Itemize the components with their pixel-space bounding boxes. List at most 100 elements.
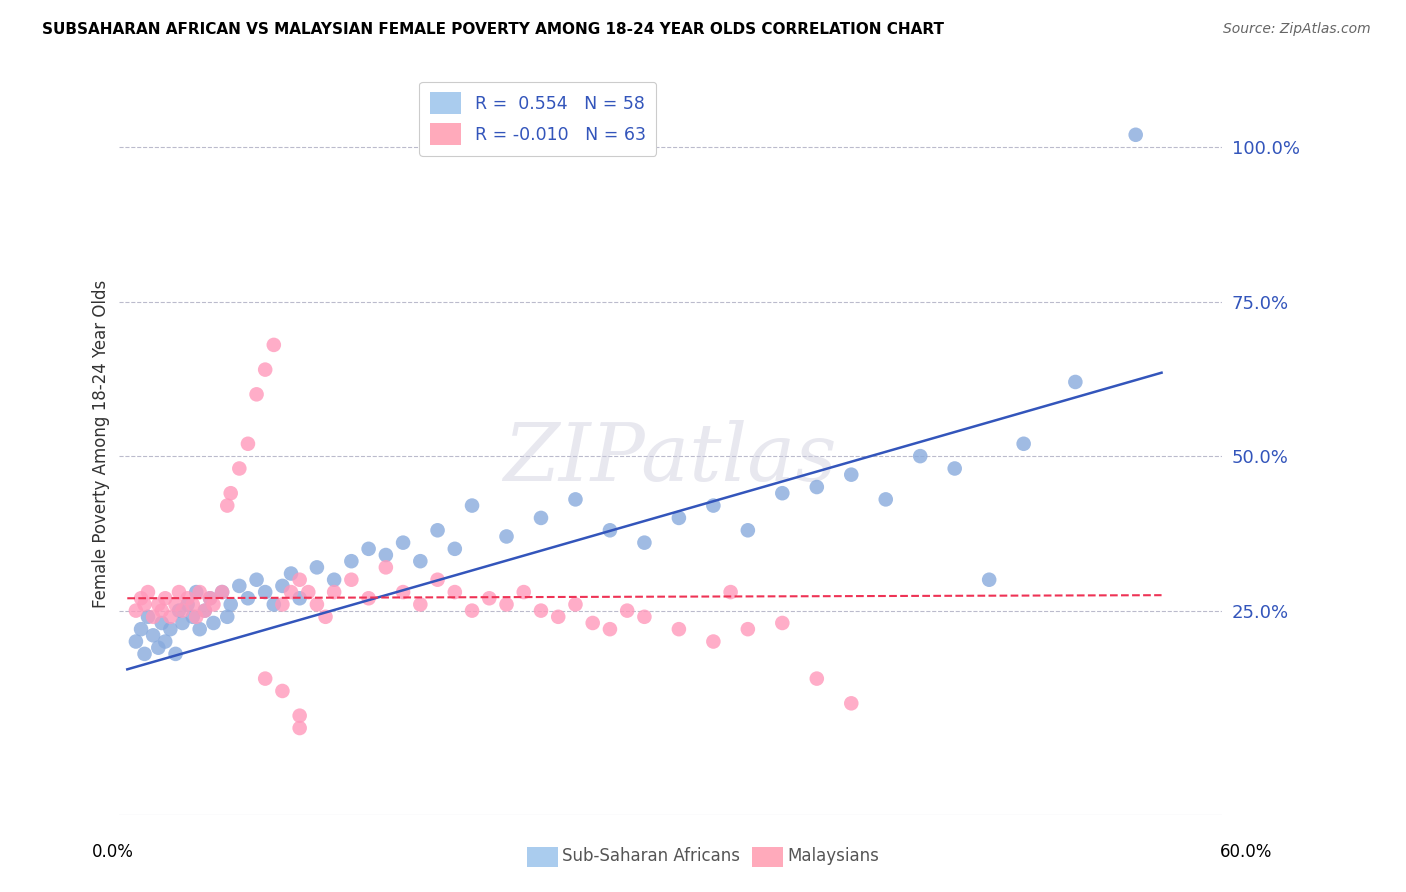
Point (530, 604, 553, 618)
Point (461, 604, 484, 618)
Point (443, 585, 465, 599)
Point (150, 604, 173, 618)
Point (668, 622, 690, 636)
Y-axis label: Female Poverty Among 18-24 Year Olds: Female Poverty Among 18-24 Year Olds (93, 280, 110, 607)
Point (271, 579, 294, 593)
Point (271, 684, 294, 698)
Point (136, 585, 159, 599)
Point (142, 609, 165, 624)
Point (668, 511, 690, 525)
Text: ZIPatlas: ZIPatlas (503, 420, 837, 498)
Point (245, 573, 267, 587)
Point (194, 604, 217, 618)
Point (1012, 436, 1035, 450)
Point (194, 604, 217, 618)
Point (181, 598, 204, 612)
Point (155, 591, 177, 606)
Point (198, 591, 221, 606)
Point (129, 622, 152, 636)
Point (392, 535, 415, 549)
Point (633, 535, 655, 549)
Point (288, 721, 311, 735)
Point (357, 591, 380, 606)
Point (254, 672, 277, 686)
Point (582, 615, 605, 630)
Point (125, 634, 148, 648)
Point (426, 523, 449, 537)
Point (737, 622, 759, 636)
Point (616, 604, 638, 618)
Point (136, 609, 159, 624)
Point (908, 449, 931, 463)
Point (392, 585, 415, 599)
Point (148, 598, 170, 612)
Point (263, 598, 285, 612)
Point (770, 615, 793, 630)
Point (806, 480, 828, 494)
Point (305, 598, 328, 612)
Point (461, 499, 484, 513)
Point (167, 585, 190, 599)
Point (288, 708, 311, 723)
Point (228, 579, 250, 593)
Point (159, 622, 181, 636)
Point (409, 554, 432, 568)
Point (374, 548, 396, 562)
Text: 0.0%: 0.0% (91, 843, 134, 861)
Point (839, 467, 862, 482)
Point (254, 585, 277, 599)
Point (148, 640, 170, 655)
Point (134, 647, 156, 661)
Point (495, 598, 517, 612)
Point (720, 585, 742, 599)
Point (288, 573, 311, 587)
Text: Sub-Saharan Africans: Sub-Saharan Africans (562, 847, 741, 865)
Point (245, 387, 267, 401)
Point (315, 609, 337, 624)
Point (186, 585, 208, 599)
Point (564, 598, 586, 612)
Point (599, 622, 621, 636)
Point (263, 338, 285, 352)
Point (236, 436, 259, 450)
Point (181, 609, 204, 624)
Point (125, 604, 148, 618)
Text: SUBSAHARAN AFRICAN VS MALAYSIAN FEMALE POVERTY AMONG 18-24 YEAR OLDS CORRELATION: SUBSAHARAN AFRICAN VS MALAYSIAN FEMALE P… (42, 22, 945, 37)
Point (323, 573, 346, 587)
Point (219, 598, 242, 612)
Point (211, 585, 233, 599)
Point (1064, 375, 1087, 389)
Point (513, 585, 536, 599)
Point (702, 634, 724, 648)
Point (979, 573, 1001, 587)
Point (176, 598, 198, 612)
Point (150, 615, 173, 630)
Point (228, 461, 250, 475)
Point (186, 609, 208, 624)
Point (443, 541, 465, 556)
Point (165, 598, 187, 612)
Point (357, 541, 380, 556)
Point (271, 598, 294, 612)
Point (564, 492, 586, 507)
Point (134, 598, 156, 612)
Point (702, 499, 724, 513)
Point (172, 604, 194, 618)
Point (340, 554, 363, 568)
Point (211, 585, 233, 599)
Text: Malaysians: Malaysians (787, 847, 879, 865)
Point (172, 615, 194, 630)
Point (1125, 128, 1147, 142)
Point (129, 591, 152, 606)
Point (495, 529, 517, 543)
Point (875, 492, 897, 507)
Text: Source: ZipAtlas.com: Source: ZipAtlas.com (1223, 22, 1371, 37)
Point (202, 615, 225, 630)
Point (188, 585, 211, 599)
Point (254, 362, 277, 376)
Point (305, 560, 328, 574)
Point (737, 523, 759, 537)
Point (297, 585, 319, 599)
Point (340, 573, 363, 587)
Point (943, 461, 966, 475)
